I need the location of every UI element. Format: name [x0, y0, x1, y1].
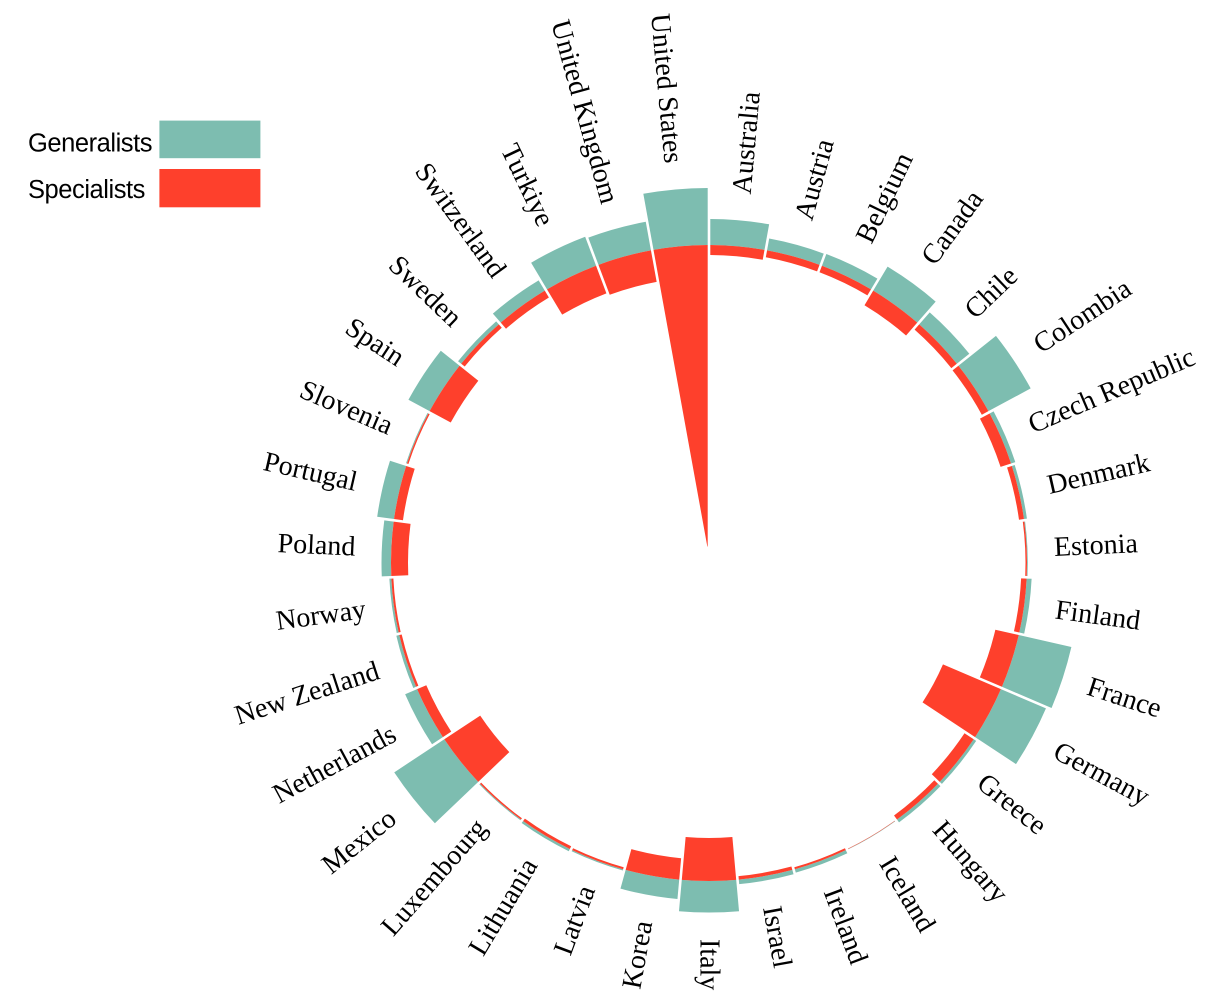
- svg-text:Generalists: Generalists: [28, 130, 152, 158]
- svg-text:Poland: Poland: [277, 528, 356, 562]
- svg-text:Estonia: Estonia: [1053, 528, 1139, 563]
- svg-text:Italy: Italy: [694, 939, 725, 990]
- svg-text:Specialists: Specialists: [28, 176, 145, 204]
